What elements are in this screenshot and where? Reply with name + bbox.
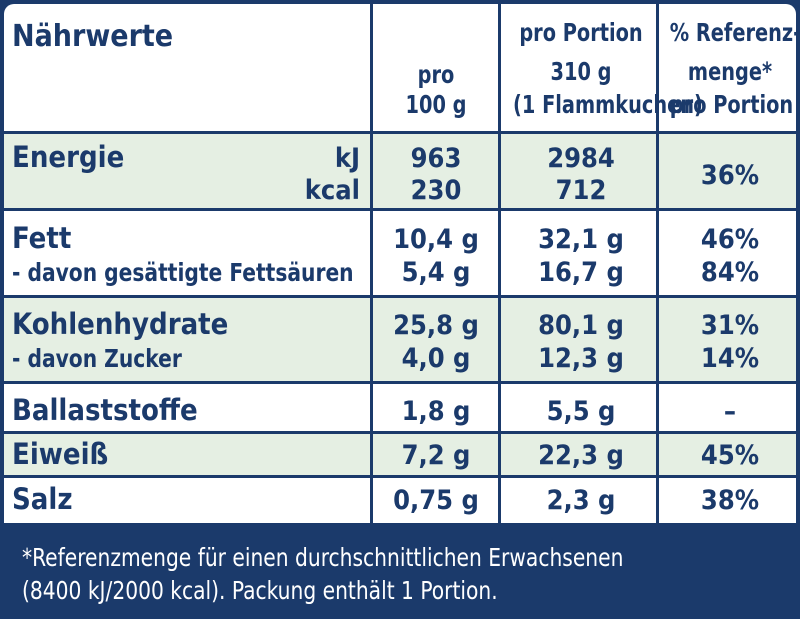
divider-line xyxy=(4,295,796,298)
column-divider xyxy=(370,4,373,523)
column-divider xyxy=(498,4,501,523)
row-label-eiweiss: Eiweiß xyxy=(12,437,109,471)
footnote: *Referenzmenge für einen durchschnittlic… xyxy=(22,541,706,607)
col-header-portion-line1: pro Portion xyxy=(519,18,643,47)
nutrition-table: Nährwerte pro 100 g pro Portion 310 g (1… xyxy=(4,4,796,523)
ballaststoffe-portion: 5,5 g xyxy=(546,396,616,427)
energie-kj-portion: 2984 xyxy=(547,143,615,174)
energie-kj-100g: 963 xyxy=(410,143,462,174)
col-header-ri-line3: pro Portion xyxy=(669,90,794,119)
energie-kcal-portion: 712 xyxy=(555,175,607,206)
row-label-zucker: - davon Zucker xyxy=(12,344,182,373)
kohlenhydrate-ri: 31% xyxy=(700,310,760,341)
divider-line xyxy=(4,381,796,384)
gesaettigte-fettsaeuren-100g: 5,4 g xyxy=(401,257,471,288)
salz-100g: 0,75 g xyxy=(393,485,479,516)
row-label-ballaststoffe: Ballaststoffe xyxy=(12,393,198,427)
energie-band xyxy=(4,134,796,208)
table-title: Nährwerte xyxy=(12,19,174,54)
col-header-ri-line2: menge* xyxy=(687,57,773,86)
column-divider xyxy=(656,4,659,523)
col-header-portion-line2: 310 g xyxy=(550,57,612,86)
row-label-gesaettigte-fettsaeuren: - davon gesättigte Fettsäuren xyxy=(12,258,354,287)
divider-line xyxy=(4,208,796,211)
energie-ri: 36% xyxy=(700,160,760,191)
row-label-fett: Fett xyxy=(12,221,72,255)
fett-100g: 10,4 g xyxy=(393,224,479,255)
col-header-per-100g-line1: pro xyxy=(417,60,455,89)
gesaettigte-fettsaeuren-portion: 16,7 g xyxy=(538,257,624,288)
zucker-100g: 4,0 g xyxy=(401,343,471,374)
footnote-line2: (8400 kJ/2000 kcal). Packung enthält 1 P… xyxy=(22,576,498,605)
fett-portion: 32,1 g xyxy=(538,224,624,255)
divider-line xyxy=(4,475,796,478)
unit-kj: kJ xyxy=(334,143,360,174)
kohlenhydrate-100g: 25,8 g xyxy=(393,310,479,341)
eiweiss-100g: 7,2 g xyxy=(401,440,471,471)
fett-ri: 46% xyxy=(700,224,760,255)
eiweiss-portion: 22,3 g xyxy=(538,440,624,471)
row-label-salz: Salz xyxy=(12,482,73,516)
eiweiss-band xyxy=(4,433,796,476)
gesaettigte-fettsaeuren-ri: 84% xyxy=(700,257,760,288)
row-label-kohlenhydrate: Kohlenhydrate xyxy=(12,307,229,341)
footnote-line1: *Referenzmenge für einen durchschnittlic… xyxy=(22,543,624,572)
col-header-portion-line3: (1 Flammkuchen) xyxy=(513,90,703,119)
row-label-energie: Energie xyxy=(12,140,125,174)
col-header-per-100g-line2: 100 g xyxy=(405,90,467,119)
unit-kcal: kcal xyxy=(304,175,360,206)
divider-line xyxy=(4,131,796,134)
ballaststoffe-ri: – xyxy=(723,396,737,427)
divider-line xyxy=(4,431,796,434)
zucker-portion: 12,3 g xyxy=(538,343,624,374)
col-header-ri-line1: % Referenz- xyxy=(669,18,796,47)
salz-ri: 38% xyxy=(700,485,760,516)
salz-portion: 2,3 g xyxy=(546,485,616,516)
energie-kcal-100g: 230 xyxy=(410,175,462,206)
kohlenhydrate-band xyxy=(4,297,796,381)
ballaststoffe-100g: 1,8 g xyxy=(401,396,471,427)
zucker-ri: 14% xyxy=(700,343,760,374)
eiweiss-ri: 45% xyxy=(700,440,760,471)
kohlenhydrate-portion: 80,1 g xyxy=(538,310,624,341)
